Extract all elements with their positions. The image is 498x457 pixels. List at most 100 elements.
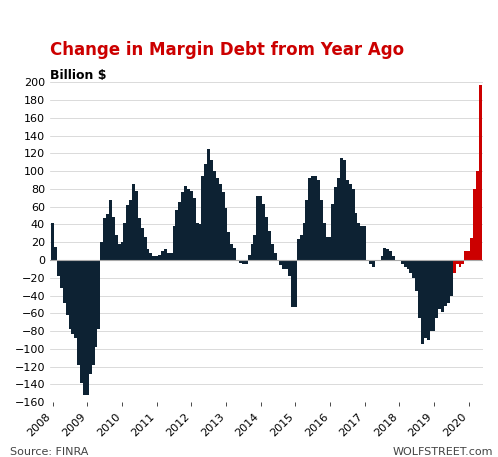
Bar: [392, 255, 395, 260]
Bar: [418, 260, 421, 318]
Bar: [435, 260, 438, 318]
Bar: [121, 242, 124, 260]
Bar: [135, 191, 138, 260]
Bar: [363, 226, 366, 260]
Bar: [80, 260, 83, 383]
Bar: [138, 218, 141, 260]
Bar: [256, 196, 259, 260]
Bar: [196, 223, 199, 260]
Bar: [100, 242, 103, 260]
Bar: [222, 192, 225, 260]
Bar: [334, 187, 337, 260]
Bar: [467, 251, 470, 260]
Bar: [369, 260, 372, 265]
Bar: [415, 260, 418, 291]
Bar: [305, 200, 308, 260]
Bar: [461, 260, 464, 265]
Bar: [204, 164, 207, 260]
Bar: [401, 260, 403, 265]
Bar: [329, 237, 332, 260]
Bar: [170, 253, 172, 260]
Bar: [181, 192, 184, 260]
Bar: [294, 260, 297, 307]
Bar: [380, 255, 383, 260]
Bar: [109, 200, 112, 260]
Bar: [459, 260, 461, 267]
Bar: [285, 260, 288, 269]
Bar: [175, 210, 178, 260]
Bar: [314, 175, 317, 260]
Bar: [352, 189, 355, 260]
Bar: [118, 244, 121, 260]
Bar: [265, 218, 268, 260]
Bar: [146, 250, 149, 260]
Bar: [424, 260, 427, 338]
Bar: [98, 260, 101, 329]
Bar: [178, 202, 181, 260]
Bar: [89, 260, 92, 374]
Bar: [230, 244, 233, 260]
Bar: [126, 205, 129, 260]
Bar: [438, 260, 441, 309]
Bar: [152, 255, 155, 260]
Bar: [201, 175, 204, 260]
Bar: [427, 260, 430, 340]
Bar: [311, 175, 314, 260]
Text: Source: FINRA: Source: FINRA: [10, 446, 88, 457]
Bar: [54, 247, 57, 260]
Bar: [144, 237, 146, 260]
Bar: [340, 158, 343, 260]
Bar: [141, 228, 143, 260]
Bar: [207, 149, 210, 260]
Bar: [476, 171, 479, 260]
Bar: [259, 196, 262, 260]
Bar: [291, 260, 294, 307]
Bar: [346, 180, 349, 260]
Bar: [303, 223, 305, 260]
Bar: [248, 255, 250, 260]
Bar: [77, 260, 80, 365]
Bar: [470, 238, 473, 260]
Bar: [432, 260, 435, 331]
Bar: [323, 223, 326, 260]
Bar: [300, 235, 303, 260]
Bar: [69, 260, 72, 329]
Bar: [389, 251, 392, 260]
Bar: [274, 253, 276, 260]
Bar: [210, 160, 213, 260]
Bar: [343, 160, 346, 260]
Bar: [288, 260, 291, 276]
Bar: [430, 260, 432, 331]
Bar: [421, 260, 424, 345]
Bar: [358, 223, 360, 260]
Bar: [60, 260, 63, 288]
Bar: [199, 224, 201, 260]
Bar: [149, 253, 152, 260]
Bar: [282, 260, 285, 269]
Bar: [115, 235, 118, 260]
Bar: [172, 226, 175, 260]
Bar: [72, 260, 74, 334]
Bar: [403, 260, 406, 267]
Bar: [66, 260, 69, 315]
Bar: [450, 260, 453, 296]
Bar: [326, 237, 329, 260]
Bar: [106, 214, 109, 260]
Bar: [268, 231, 271, 260]
Bar: [406, 260, 409, 269]
Bar: [213, 171, 216, 260]
Bar: [332, 204, 334, 260]
Bar: [355, 213, 358, 260]
Bar: [386, 250, 389, 260]
Bar: [473, 189, 476, 260]
Bar: [409, 260, 412, 273]
Bar: [187, 189, 190, 260]
Text: Billion $: Billion $: [50, 69, 106, 82]
Bar: [308, 178, 311, 260]
Bar: [228, 232, 230, 260]
Text: WOLFSTREET.com: WOLFSTREET.com: [392, 446, 493, 457]
Bar: [412, 260, 415, 278]
Bar: [372, 260, 374, 267]
Bar: [253, 235, 256, 260]
Bar: [271, 244, 274, 260]
